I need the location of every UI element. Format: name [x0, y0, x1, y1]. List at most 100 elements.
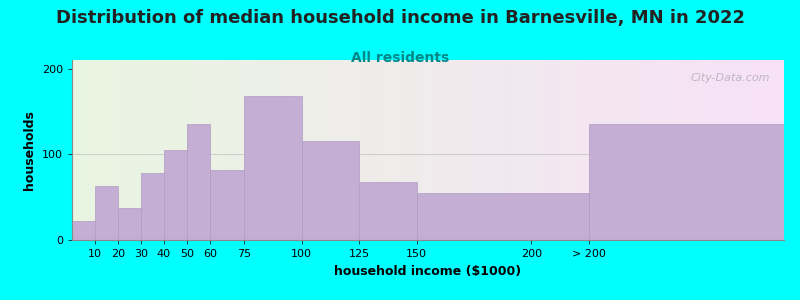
- Bar: [378, 60, 386, 240]
- Bar: [421, 60, 428, 240]
- Bar: [399, 60, 406, 240]
- Bar: [684, 60, 691, 240]
- Bar: [165, 60, 172, 240]
- Bar: [506, 60, 514, 240]
- Bar: [642, 60, 649, 240]
- Bar: [442, 60, 450, 240]
- Text: All residents: All residents: [351, 51, 449, 65]
- Bar: [207, 60, 214, 240]
- Bar: [257, 60, 264, 240]
- Bar: [742, 60, 749, 240]
- Bar: [556, 60, 563, 240]
- Bar: [720, 60, 727, 240]
- Bar: [150, 60, 158, 240]
- Bar: [414, 60, 421, 240]
- Bar: [210, 170, 244, 240]
- Bar: [243, 60, 250, 240]
- Bar: [302, 141, 359, 240]
- Bar: [549, 60, 556, 240]
- Bar: [129, 60, 136, 240]
- Bar: [734, 60, 742, 240]
- Bar: [86, 60, 94, 240]
- Bar: [492, 60, 499, 240]
- Bar: [244, 96, 302, 240]
- Bar: [357, 60, 364, 240]
- Bar: [101, 60, 107, 240]
- Bar: [570, 60, 578, 240]
- Bar: [470, 60, 478, 240]
- Text: Distribution of median household income in Barnesville, MN in 2022: Distribution of median household income …: [55, 9, 745, 27]
- Bar: [328, 60, 335, 240]
- Bar: [698, 60, 706, 240]
- Bar: [264, 60, 271, 240]
- Bar: [118, 208, 141, 240]
- Bar: [359, 182, 417, 240]
- Bar: [534, 60, 542, 240]
- Bar: [122, 60, 129, 240]
- Bar: [528, 60, 535, 240]
- Bar: [578, 60, 585, 240]
- Text: City-Data.com: City-Data.com: [690, 73, 770, 82]
- Bar: [677, 60, 684, 240]
- Bar: [158, 60, 165, 240]
- Bar: [393, 60, 399, 240]
- Bar: [478, 60, 485, 240]
- Bar: [271, 60, 278, 240]
- Bar: [457, 60, 464, 240]
- Bar: [72, 60, 79, 240]
- Bar: [727, 60, 734, 240]
- Bar: [222, 60, 229, 240]
- Bar: [236, 60, 243, 240]
- Bar: [278, 60, 286, 240]
- Bar: [777, 60, 784, 240]
- Bar: [72, 221, 95, 240]
- Bar: [428, 60, 435, 240]
- Bar: [322, 60, 328, 240]
- Bar: [193, 60, 200, 240]
- Bar: [141, 173, 164, 240]
- Bar: [464, 60, 470, 240]
- Bar: [200, 60, 207, 240]
- Bar: [563, 60, 570, 240]
- Bar: [172, 60, 179, 240]
- Bar: [187, 124, 210, 240]
- Bar: [514, 60, 521, 240]
- Bar: [713, 60, 720, 240]
- Bar: [143, 60, 150, 240]
- Bar: [670, 60, 677, 240]
- Bar: [521, 60, 528, 240]
- Bar: [649, 60, 656, 240]
- Bar: [300, 60, 307, 240]
- Bar: [435, 60, 442, 240]
- Bar: [406, 60, 414, 240]
- Bar: [229, 60, 236, 240]
- Bar: [136, 60, 143, 240]
- Bar: [114, 60, 122, 240]
- Bar: [589, 124, 784, 240]
- Bar: [627, 60, 634, 240]
- Bar: [599, 60, 606, 240]
- X-axis label: household income ($1000): household income ($1000): [334, 265, 522, 278]
- Bar: [250, 60, 257, 240]
- Bar: [620, 60, 627, 240]
- Bar: [749, 60, 755, 240]
- Bar: [164, 150, 187, 240]
- Bar: [691, 60, 698, 240]
- Bar: [186, 60, 193, 240]
- Bar: [585, 60, 592, 240]
- Bar: [485, 60, 492, 240]
- Bar: [293, 60, 300, 240]
- Bar: [770, 60, 777, 240]
- Bar: [592, 60, 599, 240]
- Bar: [94, 60, 101, 240]
- Bar: [762, 60, 770, 240]
- Bar: [706, 60, 713, 240]
- Bar: [79, 60, 86, 240]
- Bar: [417, 193, 589, 240]
- Bar: [286, 60, 293, 240]
- Bar: [335, 60, 342, 240]
- Bar: [613, 60, 620, 240]
- Bar: [656, 60, 663, 240]
- Y-axis label: households: households: [23, 110, 36, 190]
- Bar: [364, 60, 371, 240]
